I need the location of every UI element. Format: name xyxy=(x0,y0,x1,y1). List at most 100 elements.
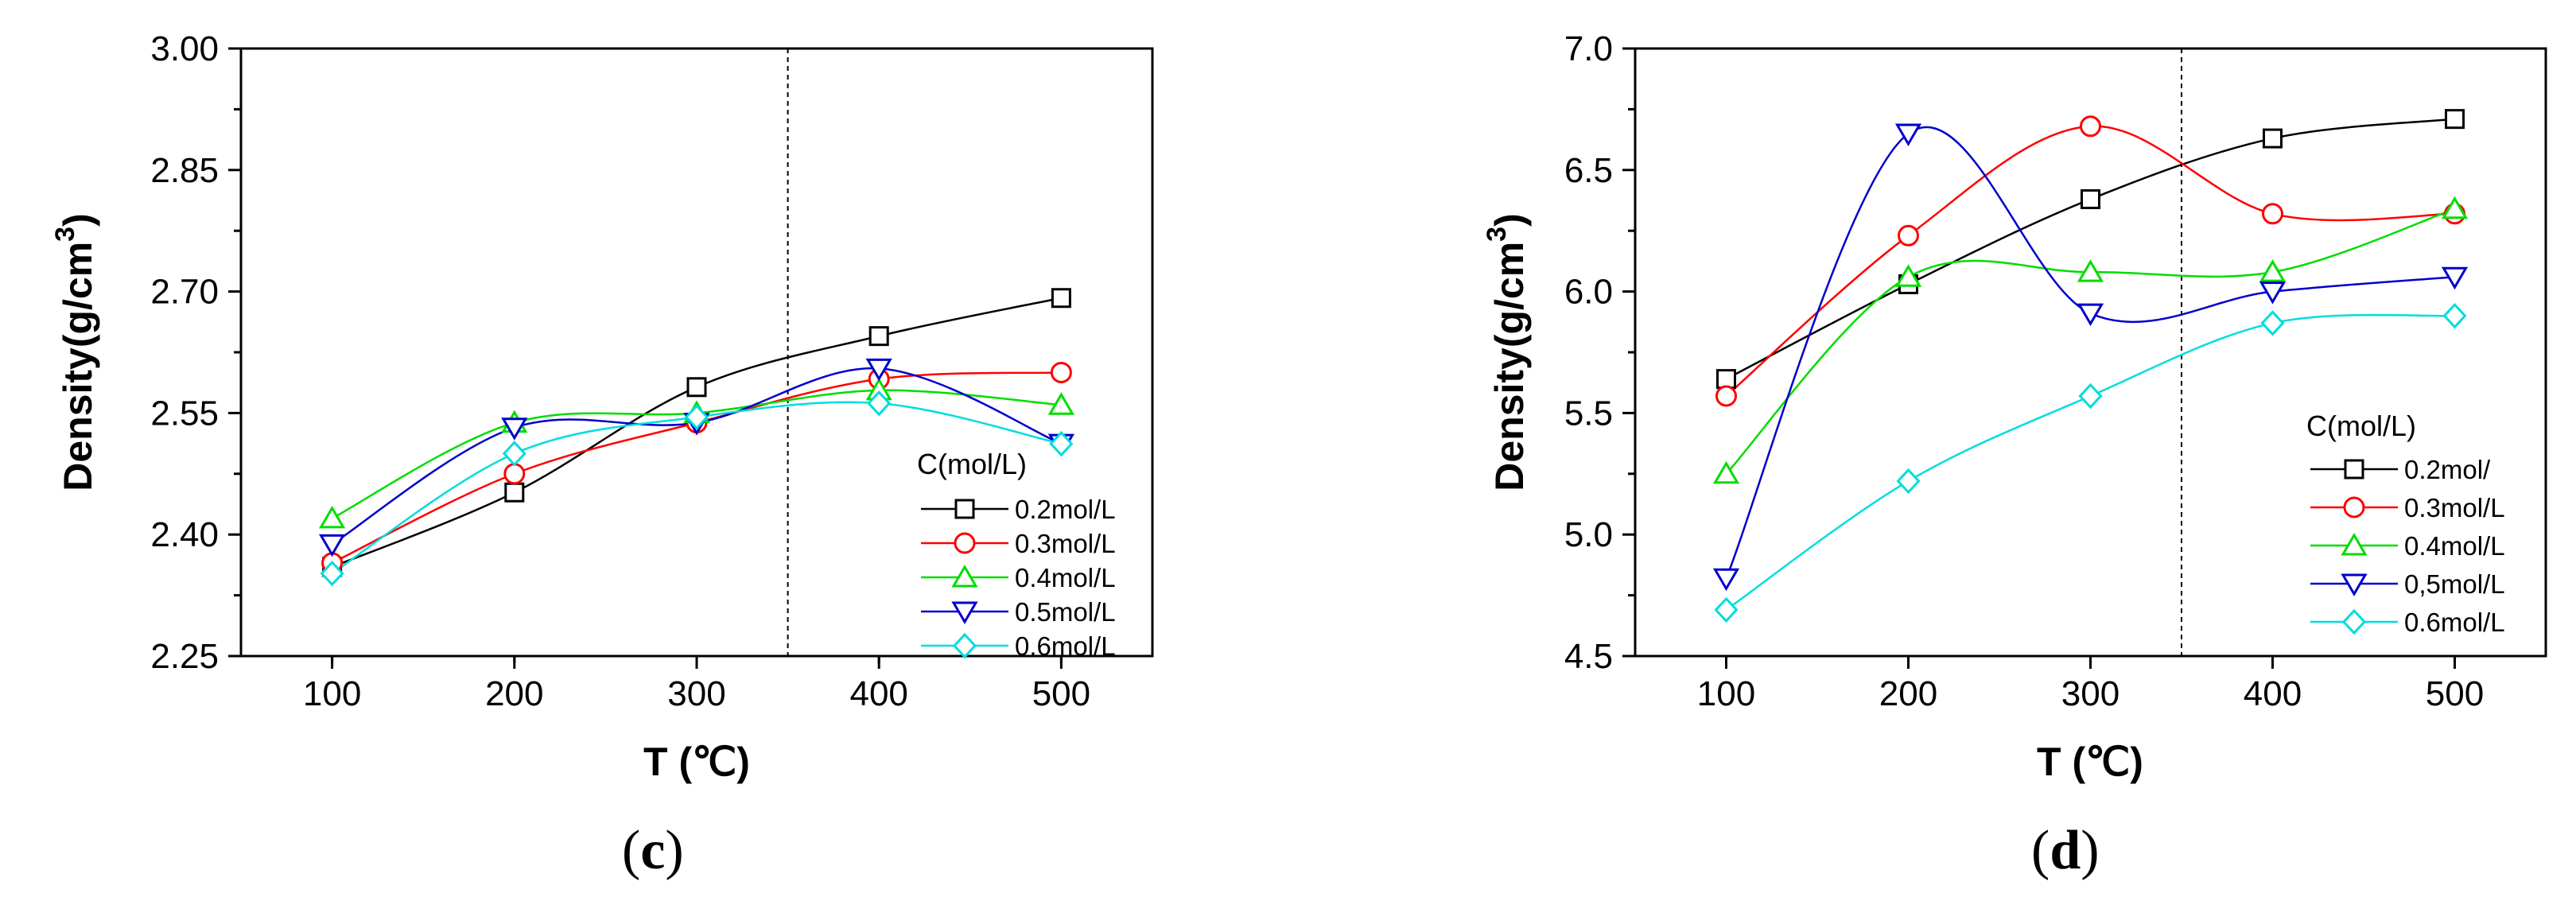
series-curves xyxy=(331,297,1062,575)
data-point-marker xyxy=(1715,385,1737,407)
x-axis-label: T (℃) xyxy=(2037,740,2143,784)
legend-marker xyxy=(2341,533,2368,556)
legend-label: 0.3mol/L xyxy=(1015,529,1116,558)
data-point-marker xyxy=(320,560,344,587)
y-axis-label-superscript: 3 xyxy=(50,227,80,242)
y-axis-label-superscript: 3 xyxy=(1482,227,1512,242)
data-point-marker xyxy=(1714,596,1739,623)
legend: 0.2mol/0.3mol/L 0.4mol/L 0,5mol/L 0.6mol/L xyxy=(2310,455,2505,637)
panel-letter: d xyxy=(2050,820,2081,881)
panel-letter: c xyxy=(640,820,665,881)
legend: 0.2mol/L 0.3mol/L 0.4mol/L 0.5mol/L 0.6mol/L xyxy=(921,495,1116,661)
data-point-marker xyxy=(318,534,346,557)
legend-label: 0.4mol/L xyxy=(2404,531,2505,561)
legend-label: 0.4mol/L xyxy=(1015,563,1116,592)
data-point-marker xyxy=(868,326,889,347)
legend-marker xyxy=(954,532,976,554)
legend-label: 0.5mol/L xyxy=(1015,597,1116,627)
y-tick-label: 5.0 xyxy=(1564,515,1613,554)
y-axis-label: Density(g/cm3) xyxy=(1482,213,1532,491)
data-point-marker xyxy=(2260,310,2285,336)
y-axis-label-close: ) xyxy=(56,213,100,227)
data-point-marker xyxy=(1051,288,1071,309)
x-tick-label: 400 xyxy=(849,674,907,713)
legend-label: 0.6mol/L xyxy=(2404,608,2505,637)
x-tick-label: 100 xyxy=(1697,674,1755,713)
x-tick-label: 400 xyxy=(2244,674,2302,713)
data-point-marker xyxy=(2442,302,2467,329)
data-point-marker xyxy=(318,505,346,529)
chart-panel-c: 100 200 300 400 5002.252.402.552.702.853.00 … xyxy=(50,29,1154,881)
legend-label: 0.6mol/L xyxy=(1015,631,1116,661)
legend-label: 0.2mol/L xyxy=(1015,495,1116,524)
data-point-marker xyxy=(1898,224,1919,247)
data-point-marker xyxy=(2263,128,2283,149)
data-point-marker xyxy=(501,417,528,441)
data-point-marker xyxy=(2441,266,2469,290)
data-point-marker xyxy=(1712,568,1740,592)
legend-label: 0.2mol/ xyxy=(2404,455,2491,484)
data-point-marker xyxy=(502,441,526,467)
legend-marker xyxy=(2343,496,2365,518)
legend-marker xyxy=(951,601,978,624)
data-point-marker xyxy=(1716,369,1736,390)
x-tick-label: 500 xyxy=(2426,674,2484,713)
legend-marker xyxy=(951,565,978,588)
x-tick-label: 500 xyxy=(1032,674,1090,713)
series-line xyxy=(1725,118,2455,380)
legend-marker xyxy=(2341,573,2368,596)
x-tick-label: 300 xyxy=(2061,674,2119,713)
data-point-marker xyxy=(1049,430,1074,457)
legend-title: C(mol/L) xyxy=(2306,410,2416,442)
legend-marker xyxy=(954,499,975,519)
legend-marker xyxy=(2344,459,2364,480)
data-point-marker xyxy=(684,404,709,430)
data-point-marker xyxy=(1894,264,1922,287)
legend-label: 0,5mol/L xyxy=(2404,569,2505,599)
y-tick-label: 7.0 xyxy=(1564,29,1613,68)
data-point-marker xyxy=(1896,468,1921,495)
legend-label: 0.3mol/L xyxy=(2404,493,2505,522)
panel-label-d: (d) xyxy=(2031,820,2100,881)
x-tick-label: 200 xyxy=(1879,674,1937,713)
y-tick-label: 2.40 xyxy=(150,515,219,554)
data-point-marker xyxy=(2259,259,2287,282)
panel-label-c: (c) xyxy=(622,820,684,881)
data-point-marker xyxy=(867,390,892,417)
legend-title: C(mol/L) xyxy=(917,448,1027,480)
data-point-marker xyxy=(865,358,892,382)
axis-ticks: 100 200 300 400 500 4.5 5.0 5.5 6.0 6.5 7.0 xyxy=(1564,29,2484,713)
data-point-marker xyxy=(2262,203,2283,225)
y-axis-label: Density(g/cm3) xyxy=(50,213,100,491)
data-point-marker xyxy=(1894,123,1922,146)
x-tick-label: 200 xyxy=(485,674,543,713)
y-axis-label-main: Density(g/cm xyxy=(1487,242,1532,491)
y-tick-label: 2.55 xyxy=(150,394,219,433)
series-markers xyxy=(1712,109,2469,623)
y-tick-label: 6.5 xyxy=(1564,151,1613,190)
y-tick-label: 3.00 xyxy=(150,29,219,68)
y-tick-label: 2.25 xyxy=(150,637,219,676)
legend-marker xyxy=(952,632,977,659)
data-point-marker xyxy=(2445,109,2465,130)
series-line xyxy=(1725,126,2455,579)
data-point-marker xyxy=(2080,115,2101,138)
x-axis-label: T (℃) xyxy=(643,740,750,784)
plot-frame xyxy=(1634,47,2547,658)
y-tick-label: 5.5 xyxy=(1564,394,1613,433)
data-point-marker xyxy=(2077,259,2104,282)
y-axis-label-main: Density(g/cm xyxy=(56,242,100,491)
series-markers xyxy=(318,288,1075,587)
y-tick-label: 2.70 xyxy=(150,273,219,312)
y-tick-label: 6.0 xyxy=(1564,273,1613,312)
y-tick-label: 4.5 xyxy=(1564,637,1613,676)
y-tick-label: 2.85 xyxy=(150,151,219,190)
data-point-marker xyxy=(2259,282,2287,305)
y-axis-label-close: ) xyxy=(1487,213,1532,227)
axis-ticks: 100 200 300 400 500 2.25 2.40 2.55 2.70 2.85 3.00 xyxy=(150,29,1090,713)
data-point-marker xyxy=(2077,303,2104,327)
data-point-marker xyxy=(686,377,707,398)
data-point-marker xyxy=(1712,460,1740,484)
